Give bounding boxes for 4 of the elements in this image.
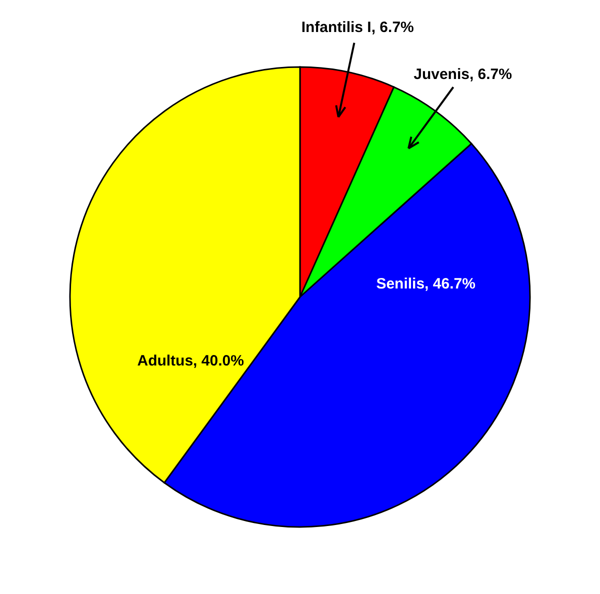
slice-label: Adultus, 40.0%	[137, 352, 244, 370]
slice-label: Juvenis, 6.7%	[414, 66, 512, 84]
slice-label: Infantilis I, 6.7%	[301, 19, 414, 36]
slice-label: Senilis, 46.7%	[376, 276, 476, 293]
